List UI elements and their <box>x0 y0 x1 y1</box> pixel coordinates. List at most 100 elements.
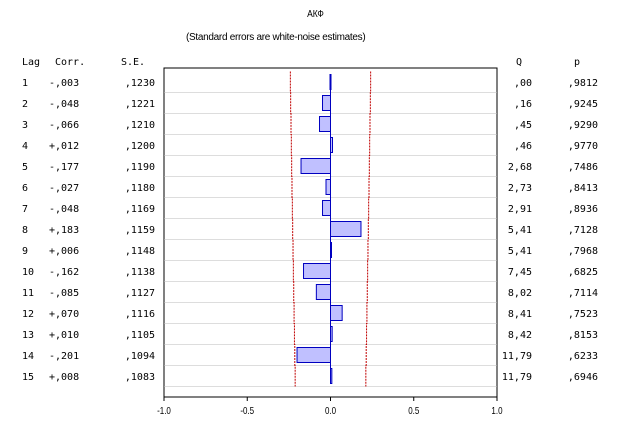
q-cell: ,00 <box>514 78 532 89</box>
lag-cell: 6 <box>22 183 28 194</box>
se-cell: ,1210 <box>125 120 155 131</box>
acf-bar <box>330 221 362 237</box>
se-cell: ,1148 <box>125 246 155 257</box>
acf-bar <box>330 242 332 258</box>
acf-bar <box>330 368 333 384</box>
p-cell: ,9245 <box>568 99 598 110</box>
q-cell: 2,73 <box>508 183 532 194</box>
q-cell: 5,41 <box>508 225 532 236</box>
lag-cell: 11 <box>22 288 34 299</box>
corr-cell: +,008 <box>49 372 79 383</box>
se-cell: ,1105 <box>125 330 155 341</box>
p-cell: ,7114 <box>568 288 598 299</box>
header-lag: Lag <box>22 57 41 68</box>
se-cell: ,1221 <box>125 99 155 110</box>
se-cell: ,1127 <box>125 288 155 299</box>
corr-cell: -,003 <box>49 78 79 89</box>
lag-cell: 12 <box>22 309 34 320</box>
p-cell: ,7128 <box>568 225 598 236</box>
header-q: Q <box>516 57 523 68</box>
se-cell: ,1230 <box>125 78 155 89</box>
lag-cell: 2 <box>22 99 28 110</box>
lag-cell: 13 <box>22 330 34 341</box>
lag-cell: 10 <box>22 267 34 278</box>
se-cell: ,1200 <box>125 141 155 152</box>
p-cell: ,6233 <box>568 351 598 362</box>
lag-cell: 3 <box>22 120 28 131</box>
p-cell: ,9812 <box>568 78 598 89</box>
acf-bar <box>330 137 333 153</box>
q-cell: 8,42 <box>508 330 532 341</box>
q-cell: 8,41 <box>508 309 532 320</box>
x-tick-label: 0.0 <box>325 405 336 416</box>
p-cell: ,8936 <box>568 204 598 215</box>
upper-confidence-limit <box>365 71 372 387</box>
corr-cell: -,027 <box>49 183 79 194</box>
se-cell: ,1083 <box>125 372 155 383</box>
p-cell: ,8413 <box>568 183 598 194</box>
se-cell: ,1094 <box>125 351 155 362</box>
acf-bar <box>303 263 332 279</box>
chart-title: АКФ <box>307 9 324 20</box>
lag-cell: 5 <box>22 162 28 173</box>
corr-cell: +,010 <box>49 330 79 341</box>
se-cell: ,1169 <box>125 204 155 215</box>
corr-cell: +,070 <box>49 309 79 320</box>
q-cell: 8,02 <box>508 288 532 299</box>
q-cell: ,45 <box>514 120 532 131</box>
header-corr: Corr. <box>55 57 86 68</box>
q-cell: 11,79 <box>502 351 532 362</box>
se-cell: ,1159 <box>125 225 155 236</box>
acf-bar <box>296 347 332 363</box>
p-cell: ,7486 <box>568 162 598 173</box>
lower-confidence-limit <box>289 71 296 387</box>
q-cell: 5,41 <box>508 246 532 257</box>
header-se: S.E. <box>121 57 146 68</box>
corr-cell: -,066 <box>49 120 79 131</box>
lag-cell: 7 <box>22 204 28 215</box>
q-cell: ,46 <box>514 141 532 152</box>
corr-cell: -,201 <box>49 351 79 362</box>
p-cell: ,6825 <box>568 267 598 278</box>
q-cell: 7,45 <box>508 267 532 278</box>
lag-cell: 9 <box>22 246 28 257</box>
acf-bar <box>322 200 331 216</box>
se-cell: ,1138 <box>125 267 155 278</box>
lag-cell: 15 <box>22 372 34 383</box>
chart-subtitle: (Standard errors are white-noise estimat… <box>186 32 366 43</box>
corr-cell: +,006 <box>49 246 79 257</box>
p-cell: ,7968 <box>568 246 598 257</box>
corr-cell: -,048 <box>49 204 79 215</box>
acf-bar <box>329 74 332 90</box>
x-tick-label: -0.5 <box>240 405 254 416</box>
corr-cell: -,162 <box>49 267 79 278</box>
header-p: p <box>574 57 581 68</box>
acf-bar <box>319 116 331 132</box>
corr-cell: -,177 <box>49 162 79 173</box>
q-cell: 2,68 <box>508 162 532 173</box>
p-cell: ,9290 <box>568 120 598 131</box>
acf-bar <box>325 179 331 195</box>
corr-cell: +,183 <box>49 225 79 236</box>
p-cell: ,6946 <box>568 372 598 383</box>
se-cell: ,1180 <box>125 183 155 194</box>
x-tick-label: 1.0 <box>491 405 502 416</box>
lag-cell: 14 <box>22 351 34 362</box>
lag-cell: 8 <box>22 225 28 236</box>
p-cell: ,8153 <box>568 330 598 341</box>
acf-bar <box>330 305 343 321</box>
q-cell: ,16 <box>514 99 532 110</box>
acf-bar <box>322 95 331 111</box>
q-cell: 11,79 <box>502 372 532 383</box>
p-cell: ,7523 <box>568 309 598 320</box>
corr-cell: +,012 <box>49 141 79 152</box>
corr-cell: -,048 <box>49 99 79 110</box>
x-tick-label: -1.0 <box>157 405 171 416</box>
x-tick-label: 0.5 <box>408 405 419 416</box>
acf-bar <box>315 284 332 300</box>
acf-bar <box>300 158 332 174</box>
se-cell: ,1190 <box>125 162 155 173</box>
corr-cell: -,085 <box>49 288 79 299</box>
se-cell: ,1116 <box>125 309 155 320</box>
